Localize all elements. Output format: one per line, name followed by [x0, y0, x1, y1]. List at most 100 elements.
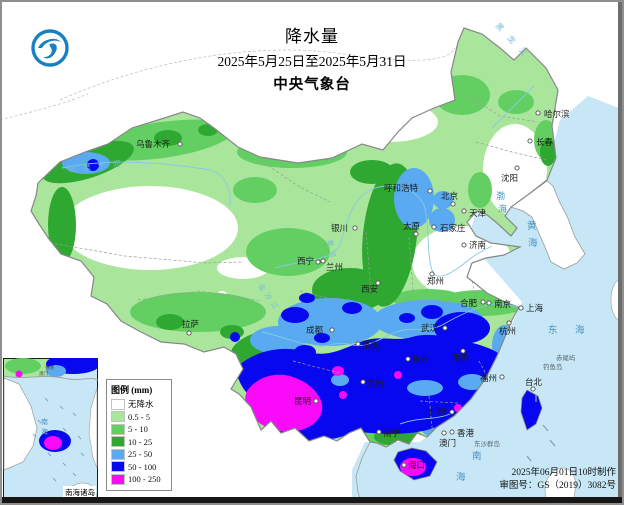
rivers — [61, 85, 535, 425]
city-label: 台北 — [525, 377, 543, 387]
city-marker — [429, 271, 435, 277]
inset-indochina — [3, 377, 38, 471]
island-label: 钓鱼岛 — [543, 362, 563, 371]
inset-sea-char-2: 海 — [41, 427, 48, 436]
legend-swatch — [111, 461, 125, 473]
legend-item: 5 - 10 — [111, 423, 167, 436]
legend-label: 50 - 100 — [128, 461, 157, 472]
korea-peninsula — [510, 180, 586, 270]
agency-name: 中央气象台 — [273, 77, 351, 93]
legend-swatch — [111, 448, 125, 460]
city-label: 天津 — [469, 208, 487, 218]
city-label: 长沙 — [412, 354, 430, 364]
city-marker — [320, 258, 326, 264]
legend-swatch — [111, 436, 125, 448]
city-label: 乌鲁木齐 — [136, 139, 171, 149]
city-label: 海口 — [408, 460, 425, 470]
city-marker — [461, 242, 467, 248]
city-marker — [313, 398, 319, 404]
city-label: 上海 — [526, 303, 544, 313]
city-marker — [530, 386, 536, 392]
inset-island-marks — [32, 397, 85, 482]
city-marker — [514, 165, 520, 171]
city-marker — [486, 300, 492, 306]
legend-title: 图例 (mm) — [111, 385, 153, 395]
city-label: 西宁 — [297, 256, 314, 266]
sea-label-char: 东 — [548, 324, 558, 336]
city-label: 贵阳 — [367, 378, 384, 388]
inset-sea-char-1: 南 — [41, 417, 48, 426]
city-label: 合肥 — [460, 298, 478, 308]
legend-swatch — [111, 473, 125, 485]
city-label: 长春 — [536, 137, 554, 147]
city-marker — [441, 430, 447, 436]
city-marker — [506, 320, 512, 326]
city-label: 呼和浩特 — [384, 183, 419, 193]
date-range: 2025年5月25日至2025年5月31日 — [217, 54, 407, 69]
city-marker — [401, 462, 407, 468]
inset-title-bg — [63, 486, 96, 497]
city-label: 沈阳 — [501, 173, 518, 183]
city-marker — [461, 208, 467, 214]
taiwan-island — [520, 389, 543, 431]
city-marker — [460, 348, 466, 354]
island-label: 赤尾屿 — [556, 353, 576, 362]
legend-item: 25 - 50 — [111, 448, 167, 461]
review-number: 审图号：GS（2019）3082号 — [499, 481, 616, 491]
city-marker — [329, 327, 335, 333]
city-marker — [352, 225, 358, 231]
city-label: 福州 — [480, 373, 497, 383]
legend-label: 10 - 25 — [128, 436, 153, 447]
sea-label-char: 南 — [472, 450, 482, 462]
city-label: 兰州 — [326, 262, 343, 272]
legend-item: 10 - 25 — [111, 436, 167, 449]
city-label: 昆明 — [294, 396, 311, 406]
city-marker — [376, 429, 382, 435]
city-marker — [355, 341, 361, 347]
city-marker — [177, 141, 183, 147]
city-marker — [449, 429, 455, 435]
city-marker — [527, 138, 533, 144]
legend-box: 图例 (mm) 无降水 0.5 - 5 5 - 10 10 - 25 25 - 50 50… — [106, 379, 172, 491]
sea-label-char: 海 — [575, 324, 585, 336]
luzon-island — [544, 467, 576, 505]
legend-label: 100 - 250 — [128, 474, 161, 485]
city-marker — [480, 299, 486, 305]
city-label: 杭州 — [499, 326, 516, 336]
legend-swatch — [111, 398, 125, 410]
city-label: 南昌 — [452, 353, 469, 363]
city-label: 太原 — [403, 221, 420, 231]
island-label: 东沙群岛 — [474, 439, 500, 448]
city-marker — [499, 374, 505, 380]
right-border-band — [618, 0, 622, 505]
city-label: 银川 — [331, 223, 348, 233]
legend-label: 无降水 — [128, 399, 154, 410]
legend-swatch — [111, 423, 125, 435]
vietnam-coastline — [355, 441, 371, 505]
sea-label-char: 黄 — [527, 220, 537, 232]
city-label: 石家庄 — [440, 223, 466, 233]
legend-item: 无降水 — [111, 398, 167, 411]
city-marker — [405, 356, 411, 362]
inset-hongkong-label: 香港 — [45, 364, 54, 371]
city-label: 济南 — [469, 240, 486, 250]
city-marker — [442, 325, 448, 331]
city-marker — [431, 224, 437, 230]
city-label: 南宁 — [383, 428, 400, 438]
city-marker — [427, 188, 433, 194]
legend-item: 50 - 100 — [111, 461, 167, 474]
sea-label-char: 海 — [456, 471, 466, 483]
city-marker — [450, 201, 456, 207]
legend-swatch — [111, 411, 125, 423]
city-label: 西安 — [361, 284, 378, 294]
legend-label: 0.5 - 5 — [128, 411, 150, 422]
city-marker — [535, 110, 541, 116]
legend-label: 5 - 10 — [128, 424, 148, 435]
inset-macau-label: 澳门 — [39, 370, 48, 377]
map-header: 降水量 2025年5月25日至2025年5月31日 中央气象台 — [0, 22, 624, 94]
cma-logo — [31, 29, 69, 67]
